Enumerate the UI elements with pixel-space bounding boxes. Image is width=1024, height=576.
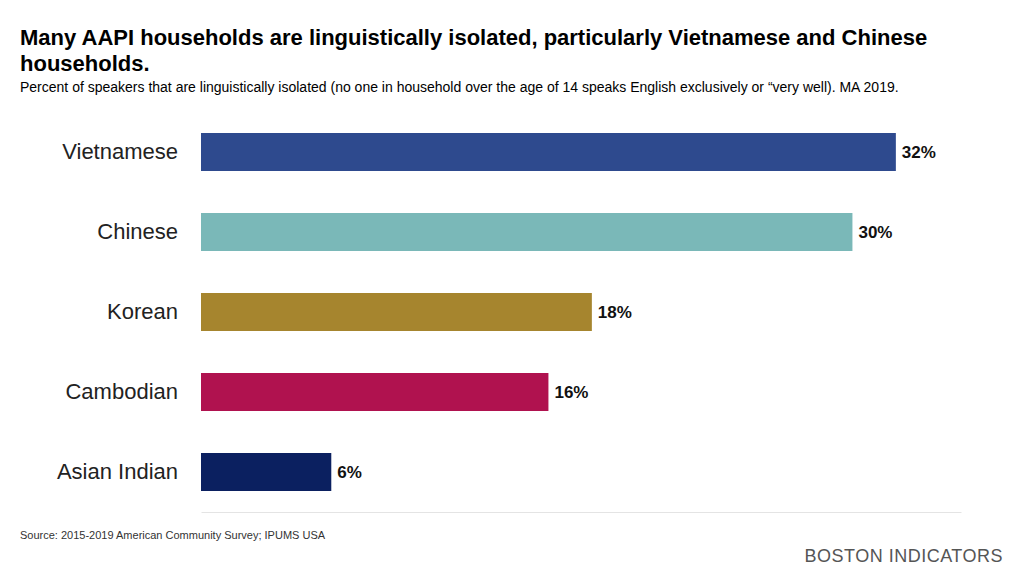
bar	[201, 293, 592, 331]
y-tick-label: Korean	[107, 299, 178, 324]
bar	[201, 453, 331, 491]
y-tick: Cambodian	[65, 379, 178, 404]
y-tick: Asian Indian	[57, 459, 178, 484]
y-tick-label: Chinese	[97, 219, 178, 244]
y-tick-label: Cambodian	[65, 379, 178, 404]
title: Many AAPI households are linguistically …	[20, 25, 927, 76]
bar	[201, 133, 896, 171]
data-label: 6%	[337, 463, 362, 482]
source: Source: 2015-2019 American Community Sur…	[20, 529, 326, 541]
y-tick-label: Asian Indian	[57, 459, 178, 484]
data-label: 30%	[858, 223, 892, 242]
data-label: 16%	[554, 383, 588, 402]
title-line: Many AAPI households are linguistically …	[20, 25, 927, 50]
subtitle: Percent of speakers that are linguistica…	[20, 79, 899, 95]
y-tick: Korean	[107, 299, 178, 324]
bar	[201, 373, 548, 411]
chart: Many AAPI households are linguistically …	[0, 0, 1024, 576]
y-axis: Vietnamese Chinese Korean Cambodian Asian In…	[57, 139, 178, 484]
title-line: households.	[20, 51, 150, 76]
bar	[201, 213, 852, 251]
data-label: 32%	[902, 143, 936, 162]
credit: BOSTON INDICATORS	[804, 546, 1003, 566]
x-axis	[202, 512, 962, 513]
y-tick: Chinese	[97, 219, 178, 244]
y-tick: Vietnamese	[62, 139, 178, 164]
x-axis-line	[202, 512, 962, 513]
data-label: 18%	[598, 303, 632, 322]
bars	[201, 133, 896, 491]
data-labels: 32% 30% 18% 16% 6%	[337, 143, 936, 482]
y-tick-label: Vietnamese	[62, 139, 178, 164]
